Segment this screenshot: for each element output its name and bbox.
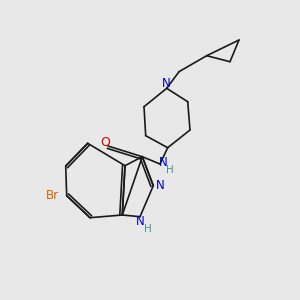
- Text: H: H: [166, 165, 174, 175]
- Text: N: N: [159, 157, 167, 169]
- Text: N: N: [136, 215, 144, 228]
- Text: H: H: [144, 224, 152, 234]
- Text: Br: Br: [46, 189, 59, 202]
- Text: O: O: [100, 136, 110, 148]
- Text: N: N: [162, 77, 171, 90]
- Text: N: N: [156, 179, 165, 192]
